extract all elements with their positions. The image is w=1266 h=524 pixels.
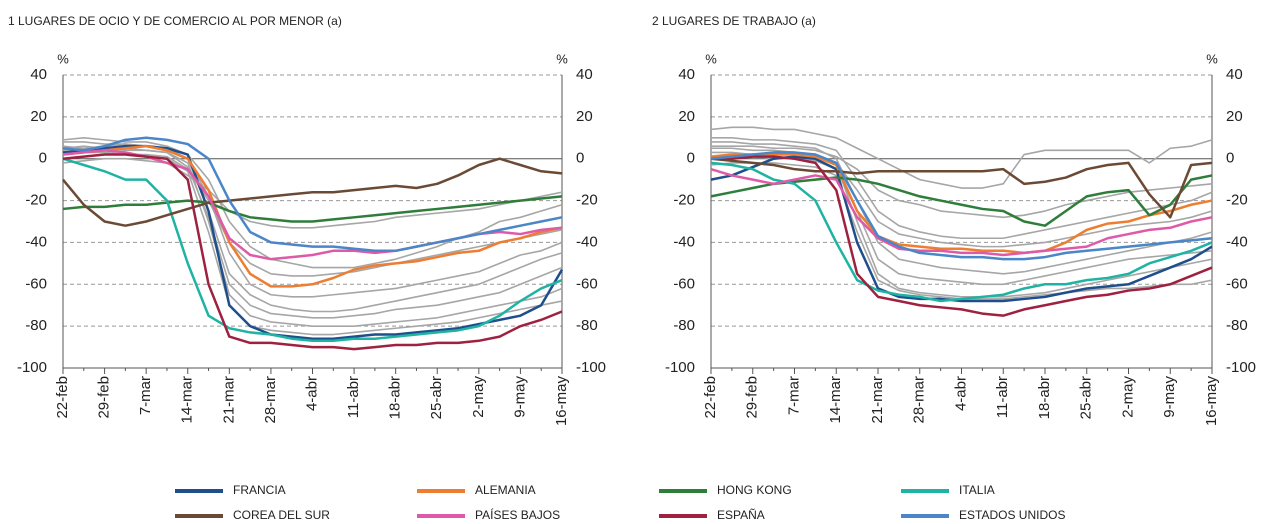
x-tick-label: 22-feb (702, 376, 719, 419)
chart-title: 1 LUGARES DE OCIO Y DE COMERCIO AL POR M… (8, 14, 342, 28)
y-axis-label: % (705, 51, 717, 66)
y-tick-label: -80 (673, 317, 695, 334)
y-tick-label: -40 (673, 233, 695, 250)
line-series (62, 195, 563, 223)
x-tick-label: 11-abr (994, 376, 1011, 418)
y-tick-label: -100 (17, 359, 47, 376)
y-tick-label: -20 (25, 192, 47, 209)
y2-tick-label: -40 (576, 233, 598, 250)
line-series (62, 145, 563, 319)
x-tick-label: 2-may (1119, 376, 1136, 418)
line-series (710, 174, 1213, 227)
line-series (62, 144, 563, 288)
line-series (710, 157, 1213, 219)
line-series (62, 153, 563, 351)
y2-axis-label: % (1206, 51, 1218, 66)
y-tick-label: 20 (678, 108, 695, 125)
x-tick-label: 14-mar (827, 376, 844, 424)
x-tick-label: 9-may (1161, 376, 1178, 418)
x-tick-label: 28-mar (262, 376, 279, 424)
x-tick-label: 7-mar (137, 376, 154, 415)
y-axis-label: % (57, 51, 69, 66)
x-tick-label: 16-may (1203, 376, 1220, 427)
y2-tick-label: 0 (1226, 150, 1234, 167)
y2-tick-label: -80 (1226, 317, 1248, 334)
y-tick-label: -80 (25, 317, 47, 334)
line-series (710, 161, 1213, 303)
line-series (62, 151, 563, 277)
x-tick-label: 2-may (470, 376, 487, 418)
y-tick-label: -60 (25, 275, 47, 292)
x-tick-label: 29-feb (96, 376, 113, 419)
y2-axis-label: % (556, 51, 568, 66)
x-tick-label: 4-abr (303, 376, 320, 411)
line-series (710, 155, 1213, 303)
x-tick-label: 25-abr (1078, 376, 1095, 419)
y2-tick-label: -40 (1226, 233, 1248, 250)
y-tick-label: 0 (687, 150, 695, 167)
y2-tick-label: 0 (576, 150, 584, 167)
x-tick-label: 18-abr (387, 376, 404, 419)
y2-tick-label: -100 (1226, 359, 1256, 376)
y-tick-label: 40 (30, 66, 47, 83)
y2-tick-label: -100 (576, 359, 606, 376)
legend-label: FRANCIA (233, 483, 286, 497)
y-tick-label: -20 (673, 192, 695, 209)
y-tick-label: -40 (25, 233, 47, 250)
y-tick-label: -100 (665, 359, 695, 376)
y2-tick-label: 20 (576, 108, 593, 125)
legend-label: ESTADOS UNIDOS (959, 508, 1065, 522)
y2-tick-label: -60 (1226, 275, 1248, 292)
line-series (62, 157, 563, 227)
line-series (711, 141, 1213, 275)
line-series (710, 167, 1213, 257)
line-series (710, 151, 1213, 261)
line-series (62, 136, 563, 269)
x-tick-label: 18-abr (1036, 376, 1053, 419)
x-tick-label: 11-abr (345, 376, 362, 418)
line-series (711, 145, 1213, 219)
y2-tick-label: -20 (576, 192, 598, 209)
line-series (63, 141, 563, 313)
y2-tick-label: -80 (576, 317, 598, 334)
x-tick-label: 21-mar (869, 376, 886, 424)
y2-tick-label: -20 (1226, 192, 1248, 209)
line-series (62, 144, 564, 340)
line-series (710, 126, 1213, 189)
line-series (710, 153, 1213, 255)
line-series (62, 136, 563, 253)
legend-label: ALEMANIA (475, 483, 536, 497)
legend-label: ITALIA (959, 483, 995, 497)
x-tick-label: 14-mar (179, 376, 196, 424)
y-tick-label: 40 (678, 66, 695, 83)
x-tick-label: 28-mar (911, 376, 928, 424)
x-tick-label: 25-abr (428, 376, 445, 419)
x-tick-label: 22-feb (54, 376, 71, 419)
line-series (711, 155, 1213, 317)
legend-label: HONG KONG (717, 483, 792, 497)
y-tick-label: 0 (39, 150, 47, 167)
x-tick-label: 29-feb (744, 376, 761, 419)
y2-tick-label: 40 (1226, 66, 1243, 83)
y-tick-label: 20 (30, 108, 47, 125)
x-tick-label: 16-may (553, 376, 570, 427)
y2-tick-label: 20 (1226, 108, 1243, 125)
legend-label: COREA DEL SUR (233, 508, 330, 522)
x-tick-label: 4-abr (952, 376, 969, 411)
line-series (62, 157, 563, 229)
y2-tick-label: -60 (576, 275, 598, 292)
x-tick-label: 21-mar (220, 376, 237, 424)
y2-tick-label: 40 (576, 66, 593, 83)
x-tick-label: 9-may (511, 376, 528, 418)
line-series (711, 136, 1213, 240)
chart-title: 2 LUGARES DE TRABAJO (a) (652, 14, 816, 28)
legend-label: PAÍSES BAJOS (475, 507, 560, 522)
x-tick-label: 7-mar (785, 376, 802, 415)
legend-label: ESPAÑA (717, 508, 765, 522)
y-tick-label: -60 (673, 275, 695, 292)
line-series (62, 157, 563, 343)
line-series (62, 145, 563, 327)
